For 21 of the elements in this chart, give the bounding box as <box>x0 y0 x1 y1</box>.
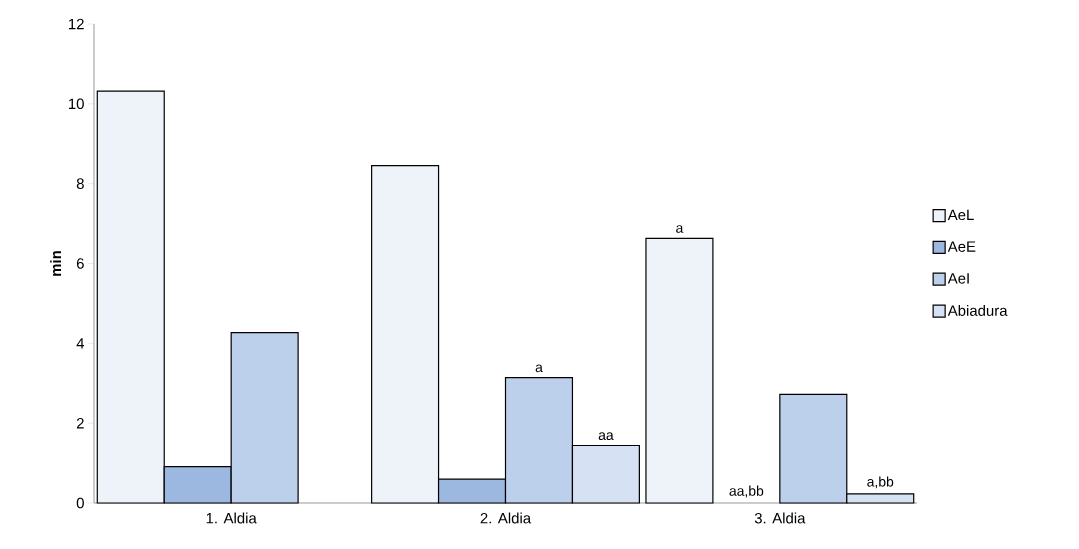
text: aa,bb <box>729 485 764 498</box>
data-label: a <box>535 364 543 373</box>
y-tick-label: 10 <box>69 98 84 110</box>
legend-label: AeL <box>947 209 974 221</box>
y-tick-label: 12 <box>69 18 84 30</box>
y-axis-title: min <box>50 251 62 276</box>
data-label: aa <box>598 432 614 440</box>
y-tick-label: 0 <box>76 497 84 509</box>
x-tick-label: 2. Aldia <box>480 512 532 524</box>
y-tick-label: 2 <box>76 417 84 429</box>
x-tick-label: 3. Aldia <box>754 512 806 524</box>
data-label: a <box>676 225 684 233</box>
bar <box>645 237 714 504</box>
legend-label: Abiadura <box>947 304 1008 316</box>
legend-label: AeE <box>947 241 976 252</box>
y-tick-label: 6 <box>76 258 84 269</box>
x-tick-label: 1. Aldia <box>206 512 257 524</box>
legend-label: AeI <box>947 273 969 284</box>
y-tick-label: 4 <box>76 338 85 349</box>
data-label: a,bb <box>867 476 894 489</box>
y-tick-label: 8 <box>76 178 84 189</box>
